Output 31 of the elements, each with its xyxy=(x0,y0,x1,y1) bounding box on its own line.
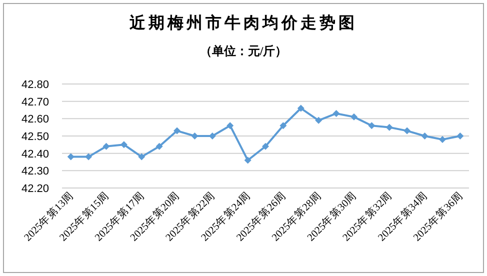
point xyxy=(456,132,464,140)
point xyxy=(262,142,269,150)
point xyxy=(226,122,234,130)
y-tick-label: 42.80 xyxy=(21,79,49,91)
point xyxy=(438,136,446,143)
point xyxy=(120,141,128,148)
y-tick-label: 42.50 xyxy=(21,131,49,143)
point xyxy=(85,153,92,160)
point xyxy=(421,132,428,140)
y-tick-label: 42.30 xyxy=(21,166,49,178)
y-tick-label: 42.60 xyxy=(21,114,49,126)
point xyxy=(244,156,252,164)
y-tick-label: 42.40 xyxy=(21,148,49,160)
chart-title: 近期梅州市牛肉均价走势图 xyxy=(128,14,358,32)
y-tick-label: 42.20 xyxy=(21,183,49,195)
point xyxy=(368,122,376,130)
point xyxy=(102,142,110,150)
point xyxy=(67,153,74,160)
point xyxy=(332,110,340,117)
point xyxy=(404,127,411,134)
point xyxy=(138,153,146,160)
point xyxy=(297,104,304,112)
y-tick-label: 42.70 xyxy=(21,96,49,108)
point xyxy=(191,132,198,140)
point xyxy=(315,116,322,124)
point xyxy=(156,142,163,150)
point xyxy=(386,124,393,131)
point xyxy=(280,122,287,130)
point xyxy=(174,127,181,134)
point xyxy=(350,113,358,120)
chart-subtitle: （单位：元/斤） xyxy=(200,44,288,58)
